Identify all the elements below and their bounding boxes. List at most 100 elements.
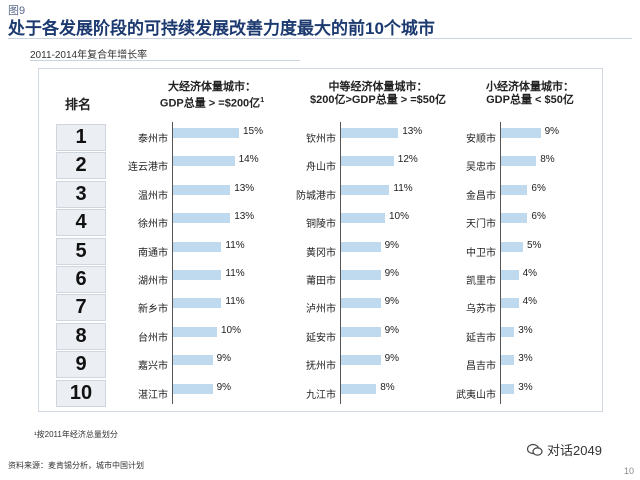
value-label: 9% — [384, 296, 400, 308]
bar — [173, 156, 235, 167]
bar — [501, 156, 537, 167]
city-label: 南通市 — [138, 247, 168, 259]
value-label: 4% — [522, 268, 538, 279]
city-label: 新乡市 — [138, 304, 168, 316]
city-label: 钦州市 — [306, 134, 336, 145]
group-title-line2-text: GDP总量 > =$200亿 — [159, 97, 261, 110]
value-label: 3% — [518, 381, 533, 393]
category-axis — [500, 122, 501, 404]
city-label: 吴忠市 — [466, 162, 496, 174]
city-label: 延安市 — [306, 332, 336, 344]
rank-box: 1 — [56, 124, 106, 151]
city-label: 延吉市 — [466, 332, 496, 344]
bar — [341, 326, 381, 337]
page-number: 10 — [624, 466, 635, 476]
city-label: 湖州市 — [138, 276, 168, 287]
rank-box: 3 — [56, 180, 106, 208]
bar — [341, 298, 381, 309]
bar — [501, 213, 528, 224]
city-label: 天门市 — [466, 219, 496, 231]
rank-box: 5 — [56, 237, 106, 265]
group-title-line2-text: GDP总量 < $50亿 — [486, 94, 574, 106]
bar — [173, 184, 231, 195]
city-label: 乌苏市 — [466, 304, 496, 316]
bar — [501, 184, 528, 195]
value-label: 10% — [389, 211, 410, 223]
value-label: 11% — [225, 239, 245, 251]
city-label: 中卫市 — [466, 247, 496, 259]
value-label: 6% — [531, 182, 546, 194]
value-label: 15% — [243, 126, 264, 137]
rank-box: 9 — [56, 351, 106, 379]
bar — [501, 326, 515, 337]
source-note: 资料来源：麦肯锡分析，城市中国计划 — [8, 461, 144, 470]
bar — [341, 184, 390, 195]
city-label: 九江市 — [306, 389, 336, 401]
rank-box: 6 — [56, 266, 106, 293]
city-label: 安顺市 — [466, 134, 496, 145]
city-label: 昌吉市 — [466, 361, 496, 373]
bar — [501, 270, 519, 280]
wechat-icon — [527, 443, 543, 456]
city-label: 铜陵市 — [306, 219, 336, 231]
title-divider — [8, 38, 632, 39]
watermark: 对话2049 — [527, 440, 602, 459]
value-label: 9% — [384, 353, 400, 365]
bar — [501, 298, 519, 309]
bar — [341, 270, 381, 280]
rank-box: 8 — [56, 322, 106, 350]
value-label: 3% — [518, 324, 533, 336]
value-label: 12% — [397, 154, 418, 166]
value-label: 9% — [384, 239, 400, 251]
group-title-line1: 小经济体量城市： — [486, 81, 574, 93]
bar — [341, 156, 394, 167]
group-title-line1: 中等经济体量城市： — [328, 81, 428, 93]
bar — [173, 383, 213, 394]
rank-box: 4 — [56, 209, 106, 237]
group-title-line2: GDP总量 < $50亿 — [440, 94, 620, 107]
value-label: 9% — [216, 353, 232, 365]
chart-subtitle: 2011-2014年复合年增长率 — [30, 46, 300, 61]
city-label: 舟山市 — [306, 162, 336, 174]
group-header: 大经济体量城市： GDP总量 > =$200亿1 — [122, 81, 302, 111]
value-label: 9% — [384, 324, 400, 336]
value-label: 14% — [238, 154, 259, 166]
value-label: 9% — [216, 381, 232, 393]
value-label: 11% — [393, 182, 413, 194]
page-title: 处于各发展阶段的可持续发展改善力度最大的前10个城市 — [8, 19, 435, 38]
category-axis — [172, 122, 173, 404]
footnote-marker: 1 — [260, 97, 265, 104]
bar — [173, 241, 222, 252]
rank-header: 排名 — [65, 97, 92, 112]
bar — [341, 128, 399, 138]
bar — [341, 241, 381, 252]
bar — [173, 355, 213, 366]
city-label: 泸州市 — [306, 304, 336, 316]
bar — [341, 355, 381, 366]
bar — [173, 213, 231, 224]
value-label: 6% — [531, 211, 546, 223]
value-label: 13% — [234, 182, 255, 194]
value-label: 9% — [384, 268, 400, 279]
group-title-line2: GDP总量 > =$200亿1 — [122, 94, 302, 111]
value-label: 11% — [225, 296, 245, 308]
group-title-line2: $200亿>GDP总量 > =$50亿 — [288, 94, 468, 107]
city-label: 黄冈市 — [306, 247, 336, 259]
city-label: 武夷山市 — [456, 389, 496, 401]
city-label: 温州市 — [138, 190, 168, 202]
figure-label: 图9 — [8, 5, 26, 17]
category-axis — [340, 122, 341, 404]
value-label: 13% — [234, 211, 255, 223]
bar — [173, 128, 239, 138]
rank-box: 10 — [56, 379, 106, 407]
bar — [173, 270, 222, 280]
value-label: 5% — [527, 239, 542, 251]
chart-panel — [38, 68, 603, 412]
city-label: 泰州市 — [138, 134, 168, 145]
group-header: 中等经济体量城市： $200亿>GDP总量 > =$50亿 — [288, 81, 468, 107]
bar — [173, 298, 222, 309]
bar — [341, 213, 385, 224]
bar — [501, 128, 541, 138]
city-label: 连云港市 — [128, 162, 168, 174]
value-label: 8% — [540, 154, 555, 166]
